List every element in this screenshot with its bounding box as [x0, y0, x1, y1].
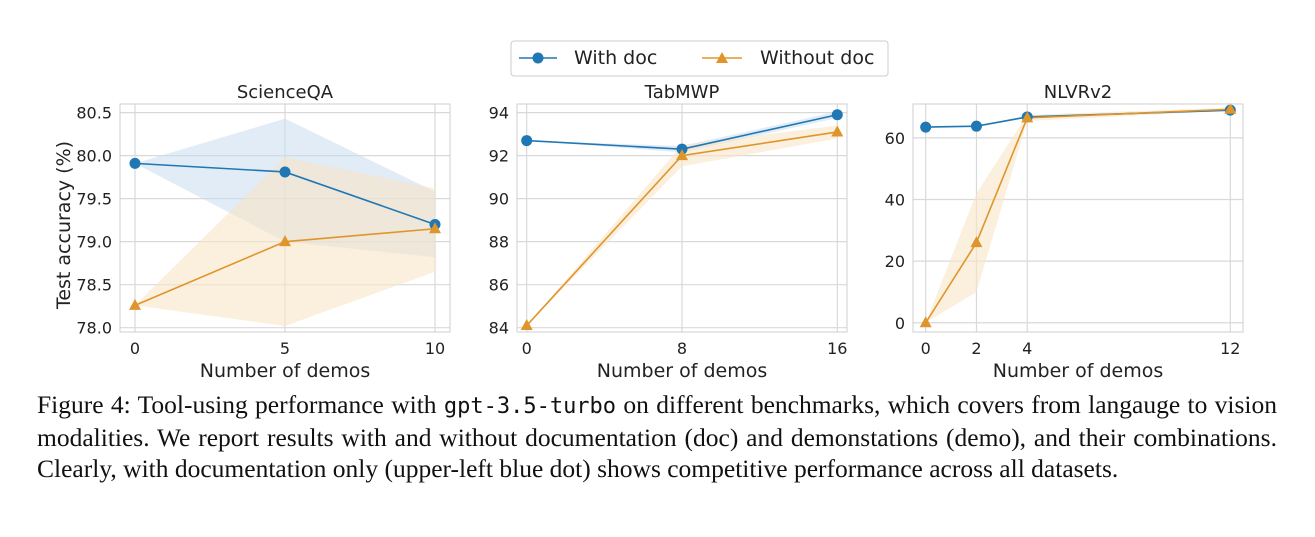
- plot-frame: [516, 103, 848, 333]
- plot-frame: [119, 103, 451, 333]
- without-doc-point: [1021, 111, 1034, 123]
- with-doc-point: [521, 135, 533, 147]
- without-doc-point: [520, 319, 533, 331]
- y-tick-label: 0: [895, 314, 905, 333]
- legend-without-doc-marker: [716, 52, 728, 63]
- chart-title: TabMWP: [644, 82, 720, 103]
- y-tick-label: 86: [489, 276, 509, 295]
- y-tick-label: 94: [489, 104, 509, 123]
- without-doc-point: [129, 298, 141, 310]
- without-doc-point: [429, 222, 441, 234]
- caption-prefix: Figure 4: Tool-using performance with: [37, 390, 444, 419]
- y-tick-label: 84: [489, 319, 509, 338]
- legend-label: Without doc: [760, 47, 874, 69]
- y-tick-label: 80.0: [76, 147, 112, 166]
- without-doc-point: [1224, 102, 1237, 114]
- chart-title: NLVRv2: [1044, 82, 1112, 103]
- y-tick-label: 79.0: [76, 233, 112, 252]
- y-tick-label: 78.0: [76, 319, 112, 338]
- legend: With doc Without doc: [510, 40, 889, 77]
- without-doc-confidence-band: [925, 107, 1231, 323]
- x-tick-label: 12: [1220, 339, 1240, 358]
- caption-rest: on different benchmarks, which covers fr…: [37, 390, 1277, 483]
- without-doc-point: [831, 125, 844, 137]
- x-tick-label: 8: [677, 339, 687, 358]
- x-tick-label: 2: [971, 339, 981, 358]
- x-tick-label: 0: [921, 339, 931, 358]
- x-tick-label: 16: [827, 339, 847, 358]
- caption-model: gpt-3.5-turbo: [443, 394, 617, 419]
- without-doc-point: [919, 316, 932, 328]
- with-doc-point: [970, 120, 982, 132]
- x-tick-label: 5: [280, 339, 290, 358]
- without-doc-series-line: [925, 108, 1231, 324]
- x-axis-label: Number of demos: [200, 360, 371, 382]
- y-tick-label: 90: [489, 190, 509, 209]
- with-doc-point: [129, 157, 141, 169]
- plot-frame: [912, 103, 1244, 333]
- y-tick-label: 92: [489, 147, 509, 166]
- without-doc-point: [279, 235, 291, 247]
- y-tick-label: 40: [885, 191, 905, 210]
- y-tick-label: 20: [885, 252, 905, 271]
- x-tick-label: 10: [425, 339, 445, 358]
- x-tick-label: 0: [130, 339, 140, 358]
- with-doc-point: [279, 166, 291, 178]
- y-tick-label: 88: [489, 233, 509, 252]
- y-tick-label: 78.5: [76, 276, 112, 295]
- y-tick-label: 60: [885, 129, 905, 148]
- x-tick-label: 4: [1022, 339, 1032, 358]
- x-axis-label: Number of demos: [993, 360, 1164, 382]
- y-tick-label: 80.5: [76, 104, 112, 123]
- y-axis-label: Test accuracy (%): [53, 141, 75, 310]
- y-tick-label: 79.5: [76, 190, 112, 209]
- figure-charts: With doc Without doc Test accuracy (%) S…: [53, 40, 1244, 382]
- x-tick-label: 0: [522, 339, 532, 358]
- without-doc-point: [970, 236, 983, 248]
- chart-panel-scienceqa: ScienceQA 0 5 10 78.0 78.5 79.0 79.5 80.0 80.5 Num…: [76, 82, 451, 382]
- with-doc-point: [920, 121, 932, 133]
- with-doc-point: [831, 109, 843, 121]
- without-doc-point: [676, 149, 688, 161]
- chart-panel-tabmwp: TabMWP 0 8 16 84 86 88 90 92 94 Number of demos: [489, 82, 848, 382]
- without-doc-confidence-band: [526, 125, 838, 326]
- chart-title: ScienceQA: [237, 82, 334, 103]
- legend-label: With doc: [574, 47, 657, 69]
- x-axis-label: Number of demos: [597, 360, 768, 382]
- legend-with-doc-marker: [532, 52, 544, 64]
- figure-caption: Figure 4: Tool-using performance with gp…: [37, 389, 1277, 484]
